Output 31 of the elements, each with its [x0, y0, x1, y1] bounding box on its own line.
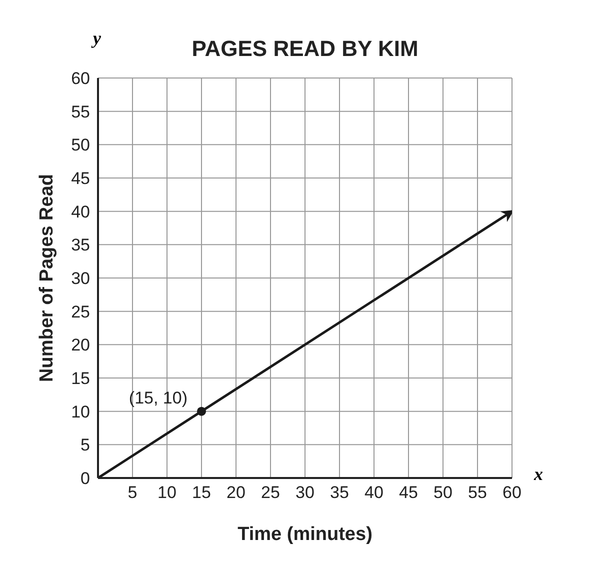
text: x	[534, 464, 543, 485]
x-tick-label: 20	[226, 483, 246, 502]
y-tick-label: 20	[71, 336, 90, 355]
annotation: (15, 10)	[128, 388, 188, 408]
chart-title: PAGES READ BY KIM	[192, 36, 418, 61]
x-tick-label: 50	[434, 483, 452, 502]
y-tick-label: 45	[71, 169, 90, 188]
x-tick-label: 55	[468, 483, 487, 502]
x-tick-label: 35	[330, 483, 349, 502]
x-tick-label: 15	[192, 483, 211, 502]
y-tick-label: 25	[71, 302, 90, 322]
y-tick-label: 35	[71, 236, 90, 255]
x-tick-label: 25	[261, 483, 280, 502]
y-tick-label: 15	[71, 369, 90, 388]
y-tick-label: 10	[71, 402, 90, 422]
y-axis-title: Number of Pages Read	[36, 174, 58, 382]
y-tick-label: 60	[71, 69, 90, 88]
y-tick-label: 55	[71, 102, 90, 122]
x-tick-label: 60	[502, 483, 522, 502]
y-tick-label: 0	[80, 469, 90, 488]
y-tick-label: 30	[71, 269, 90, 288]
x-tick-label: 30	[296, 483, 314, 502]
y-tick-label: 40	[71, 202, 90, 222]
x-axis-title: Time (minutes)	[238, 524, 372, 545]
x-tick-label: 5	[128, 483, 138, 502]
x-tick-label: 45	[399, 483, 418, 502]
y-tick-label: 50	[71, 136, 90, 155]
x-tick-label: 10	[158, 483, 176, 502]
x-tick-label: 40	[364, 483, 384, 502]
text: y	[93, 28, 101, 49]
y-tick-label: 5	[80, 436, 90, 455]
